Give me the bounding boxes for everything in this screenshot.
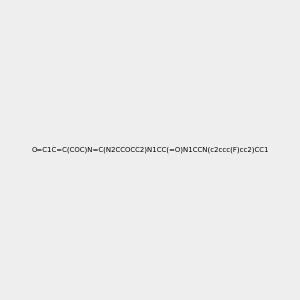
- Text: O=C1C=C(COC)N=C(N2CCOCC2)N1CC(=O)N1CCN(c2ccc(F)cc2)CC1: O=C1C=C(COC)N=C(N2CCOCC2)N1CC(=O)N1CCN(c…: [31, 147, 269, 153]
